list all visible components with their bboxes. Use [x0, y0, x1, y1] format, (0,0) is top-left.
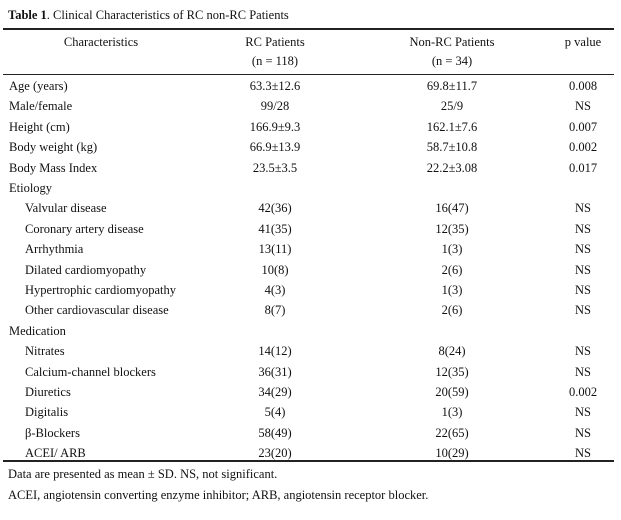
p-value: NS — [575, 222, 591, 236]
nonrc-value: 8(24) — [438, 344, 466, 358]
row-label: Other cardiovascular disease — [25, 303, 169, 317]
p-value: 0.002 — [568, 385, 598, 399]
nonrc-value: 162.1±7.6 — [426, 120, 478, 134]
table-header-rule — [3, 74, 614, 75]
p-value: 0.002 — [568, 140, 598, 154]
nonrc-value: 2(6) — [441, 303, 463, 317]
footnote-data: Data are presented as mean ± SD. NS, not… — [8, 467, 278, 481]
row-label: Body Mass Index — [9, 161, 98, 175]
nonrc-value: 22(65) — [435, 426, 469, 440]
row-label: Age (years) — [9, 79, 68, 93]
nonrc-value: 12(35) — [435, 365, 469, 379]
nonrc-value: 69.8±11.7 — [426, 79, 478, 93]
row-label: Male/female — [9, 99, 73, 113]
footnote-abbreviations: ACEI, angiotensin converting enzyme inhi… — [8, 488, 429, 502]
row-label: β-Blockers — [25, 426, 80, 440]
header-p-value: p value — [564, 35, 602, 49]
row-label: Digitalis — [25, 405, 69, 419]
rc-value: 34(29) — [258, 385, 292, 399]
section-label: Medication — [9, 324, 66, 338]
nonrc-value: 10(29) — [435, 446, 469, 460]
rc-value: 66.9±13.9 — [249, 140, 301, 154]
row-label: Body weight (kg) — [9, 140, 98, 154]
table-caption-label: Table 1 — [8, 8, 47, 22]
p-value: NS — [575, 303, 591, 317]
nonrc-value: 12(35) — [435, 222, 469, 236]
row-label: Height (cm) — [9, 120, 70, 134]
p-value: NS — [575, 446, 591, 460]
nonrc-value: 1(3) — [441, 242, 463, 256]
p-value: NS — [575, 426, 591, 440]
rc-value: 42(36) — [258, 201, 292, 215]
p-value: 0.007 — [568, 120, 598, 134]
p-value: NS — [575, 242, 591, 256]
rc-value: 14(12) — [258, 344, 292, 358]
rc-value: 58(49) — [258, 426, 292, 440]
rc-value: 23.5±3.5 — [252, 161, 298, 175]
row-label: Calcium-channel blockers — [25, 365, 156, 379]
rc-value: 166.9±9.3 — [249, 120, 301, 134]
row-label: Nitrates — [25, 344, 65, 358]
row-label: ACEI/ ARB — [25, 446, 86, 460]
p-value: NS — [575, 263, 591, 277]
header-characteristics: Characteristics — [63, 35, 139, 49]
rc-value: 63.3±12.6 — [249, 79, 301, 93]
p-value: NS — [575, 283, 591, 297]
p-value: NS — [575, 99, 591, 113]
p-value: NS — [575, 344, 591, 358]
rc-value: 36(31) — [258, 365, 292, 379]
nonrc-value: 16(47) — [435, 201, 469, 215]
nonrc-value: 1(3) — [441, 405, 463, 419]
nonrc-value: 25/9 — [440, 99, 464, 113]
rc-value: 99/28 — [260, 99, 290, 113]
row-label: Valvular disease — [25, 201, 107, 215]
row-label: Coronary artery disease — [25, 222, 144, 236]
rc-value: 41(35) — [258, 222, 292, 236]
rc-value: 23(20) — [258, 446, 292, 460]
header-nonrc-patients: Non-RC Patients — [409, 35, 495, 49]
nonrc-value: 20(59) — [435, 385, 469, 399]
rc-value: 8(7) — [264, 303, 286, 317]
header-rc-patients: RC Patients — [245, 35, 305, 49]
p-value: NS — [575, 365, 591, 379]
rc-value: 13(11) — [258, 242, 292, 256]
nonrc-value: 22.2±3.08 — [426, 161, 478, 175]
nonrc-value: 2(6) — [441, 263, 463, 277]
p-value: 0.017 — [568, 161, 598, 175]
header-nonrc-count: (n = 34) — [431, 54, 473, 68]
nonrc-value: 58.7±10.8 — [426, 140, 478, 154]
table-bottom-rule — [3, 460, 614, 462]
p-value: NS — [575, 405, 591, 419]
table-top-rule — [3, 28, 614, 30]
row-label: Arrhythmia — [25, 242, 84, 256]
row-label: Hypertrophic cardiomyopathy — [25, 283, 176, 297]
nonrc-value: 1(3) — [441, 283, 463, 297]
table-caption-text: . Clinical Characteristics of RC non-RC … — [46, 8, 289, 22]
p-value: 0.008 — [568, 79, 598, 93]
header-rc-count: (n = 118) — [251, 54, 299, 68]
table-caption: Table 1. Clinical Characteristics of RC … — [8, 8, 289, 23]
p-value: NS — [575, 201, 591, 215]
section-label: Etiology — [9, 181, 53, 195]
rc-value: 5(4) — [264, 405, 286, 419]
rc-value: 10(8) — [261, 263, 289, 277]
row-label: Diuretics — [25, 385, 71, 399]
rc-value: 4(3) — [264, 283, 286, 297]
row-label: Dilated cardiomyopathy — [25, 263, 147, 277]
